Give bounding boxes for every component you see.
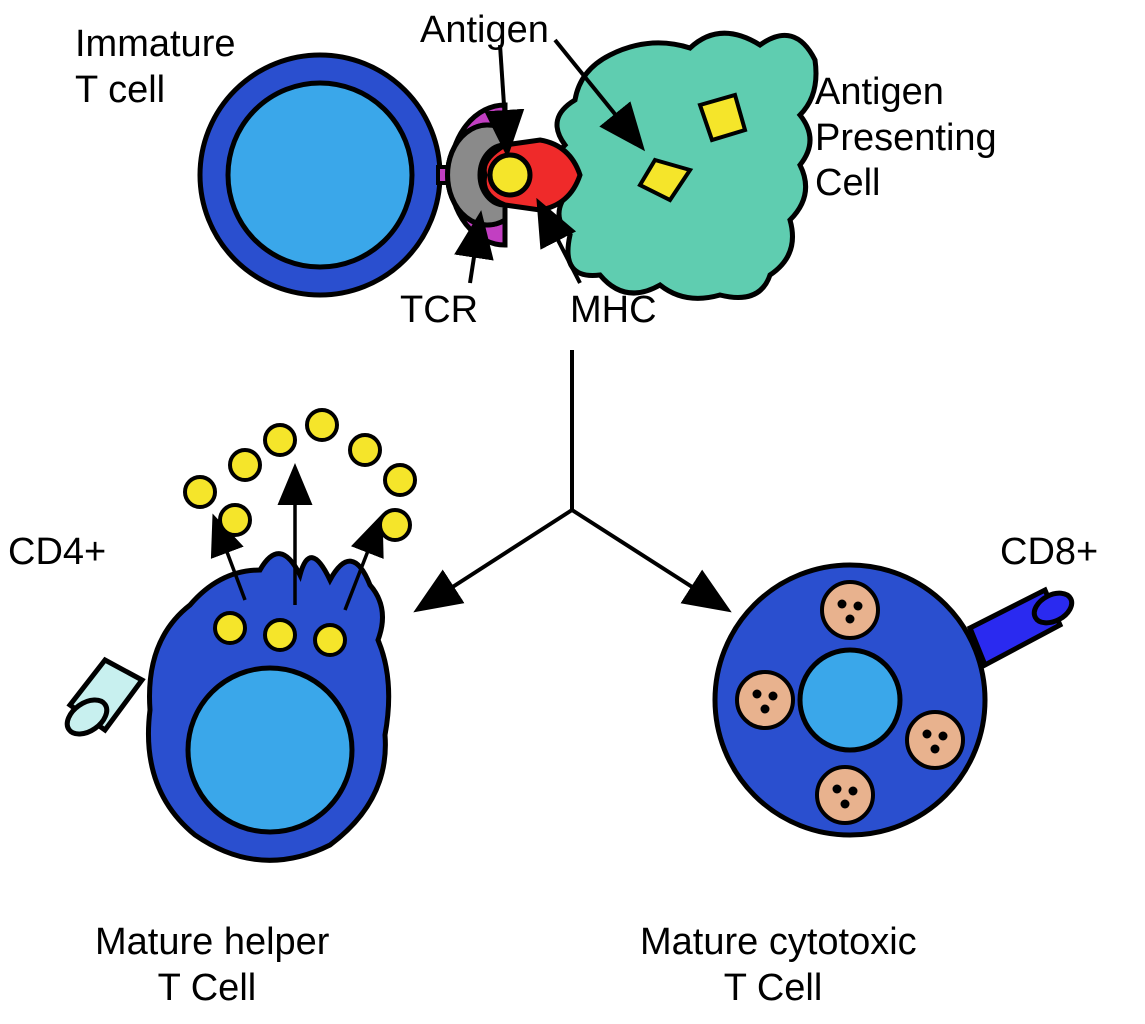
granule-4 — [907, 712, 963, 768]
label-immature-tcell: Immature T cell — [75, 22, 235, 113]
label-antigen: Antigen — [420, 8, 549, 54]
label-mhc: MHC — [570, 288, 657, 334]
granule-1 — [822, 582, 878, 638]
split-right — [572, 510, 725, 608]
antigen-dot — [490, 155, 530, 195]
granule-3 — [817, 767, 873, 823]
cytotoxic-tcell — [715, 565, 1077, 835]
immature-tcell — [200, 55, 440, 295]
granule-2 — [737, 672, 793, 728]
helper-tcell — [61, 410, 415, 860]
apc-body — [554, 33, 816, 298]
split-left — [420, 510, 572, 608]
label-tcr: TCR — [400, 288, 478, 334]
label-apc: Antigen Presenting Cell — [815, 70, 997, 207]
label-cytotoxic: Mature cytotoxic T Cell — [640, 920, 917, 1011]
label-cd4: CD4+ — [8, 530, 106, 576]
label-cd8: CD8+ — [1000, 530, 1098, 576]
label-helper: Mature helper T Cell — [95, 920, 329, 1011]
